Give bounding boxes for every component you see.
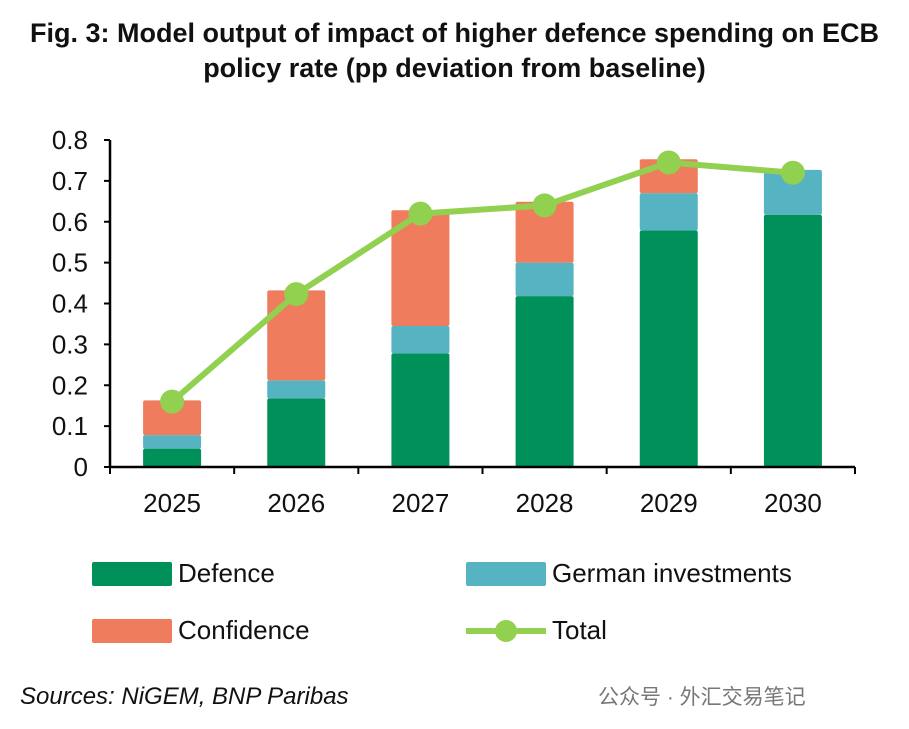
x-tick-label: 2025 [143,488,201,518]
legend-swatch-defence [92,561,172,586]
y-tick-label: 0.2 [52,370,88,400]
total-point [284,282,309,307]
bar-defence [763,214,822,467]
source-note: Sources: NiGEM, BNP Paribas [20,683,349,710]
x-tick-label: 2026 [267,488,325,518]
chart-plot: 0 0.1 0.2 0.3 0.4 0.5 0.6 0.7 0.8 2025 2026 2027 202… [52,125,856,518]
legend-swatch-german-investments [466,561,546,586]
bar-german-investments [143,435,202,449]
watermark: 公众号 · 外汇交易笔记 [598,686,806,709]
x-tick-label: 2030 [764,488,822,518]
legend-label: Defence [178,558,275,588]
y-tick-label: 0.6 [52,207,88,237]
legend-swatch-confidence [92,618,172,643]
legend-item-confidence: Confidence [92,615,310,646]
bar-defence [639,230,698,467]
x-tick-label: 2027 [391,488,449,518]
chart-title: Fig. 3: Model output of impact of higher… [30,18,879,83]
bar-german-investments [639,193,698,231]
y-tick-label: 0 [74,452,88,482]
y-tick-label: 0.1 [52,411,88,441]
legend-label: Total [552,615,607,645]
bar-german-investments [391,325,450,354]
legend-item-total: Total [466,615,607,646]
y-tick-label: 0.4 [52,289,88,319]
legend-item-german-investments: German investments [466,558,792,589]
legend-label: German investments [552,558,792,588]
bar-defence [267,398,326,467]
total-point [408,201,433,226]
total-point [160,389,185,414]
bar-german-investments [763,169,822,215]
x-tick-label: 2029 [640,488,698,518]
total-point [780,160,805,185]
bar-confidence [143,400,202,436]
total-point [656,150,681,175]
y-tick-label: 0.5 [52,248,88,278]
total-point [532,193,557,218]
bar-defence [515,296,574,467]
bar-german-investments [267,380,326,399]
legend-swatch-total [466,619,546,642]
y-tick-label: 0.3 [52,329,88,359]
y-tick-label: 0.8 [52,125,88,155]
total-line [170,159,794,404]
y-tick-label: 0.7 [52,166,88,196]
bar-confidence [391,210,450,326]
bar-confidence [515,201,574,263]
bar-confidence [267,290,326,381]
x-tick-label: 2028 [516,488,574,518]
legend-label: Confidence [178,615,310,645]
legend-item-defence: Defence [92,558,275,589]
bar-defence [143,448,202,467]
bar-german-investments [515,262,574,297]
bar-defence [391,353,450,467]
